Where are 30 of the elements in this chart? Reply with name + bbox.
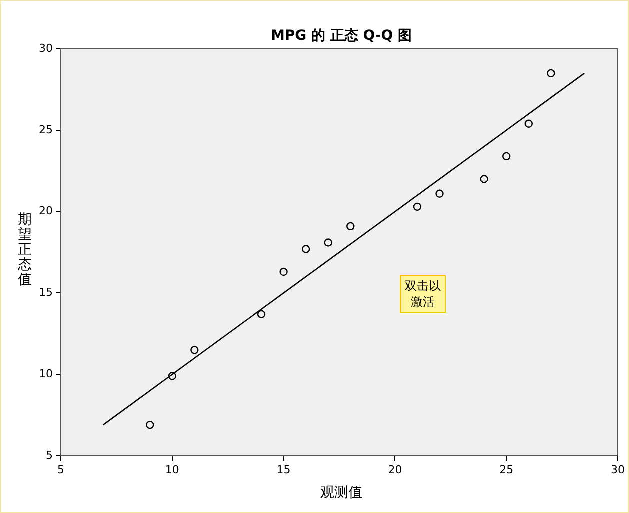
y-tick-label: 5	[46, 448, 53, 462]
point	[280, 268, 288, 276]
x-tick-label: 25	[500, 463, 514, 476]
annotation: 双击以激活	[400, 275, 446, 313]
point	[302, 245, 310, 254]
y-tick-label: 25	[39, 123, 53, 136]
point	[413, 202, 422, 212]
x-tick-label: 15	[276, 463, 291, 476]
x-tick-label: 20	[388, 463, 402, 476]
y-tick-label: 30	[39, 42, 53, 55]
y-axis-title: 期望正态值	[17, 212, 33, 288]
y-tick-label: 15	[39, 286, 53, 300]
point	[146, 420, 154, 430]
x-axis-title: 观测值	[320, 484, 364, 502]
point	[190, 346, 199, 354]
point	[257, 310, 266, 318]
x-tick-label: 5	[58, 463, 64, 476]
point	[502, 152, 511, 161]
x-tick-label: 30	[611, 463, 625, 476]
point	[436, 190, 444, 198]
point	[324, 238, 332, 247]
y-tick-label: 10	[39, 367, 53, 380]
point	[547, 69, 556, 78]
chart-title: MPG 的 正态 Q-Q 图	[270, 27, 414, 45]
y-tick-label: 20	[39, 204, 53, 218]
point	[346, 222, 355, 231]
point	[168, 372, 176, 380]
point	[480, 175, 488, 184]
x-tick-label: 10	[165, 463, 180, 476]
point	[524, 120, 533, 128]
